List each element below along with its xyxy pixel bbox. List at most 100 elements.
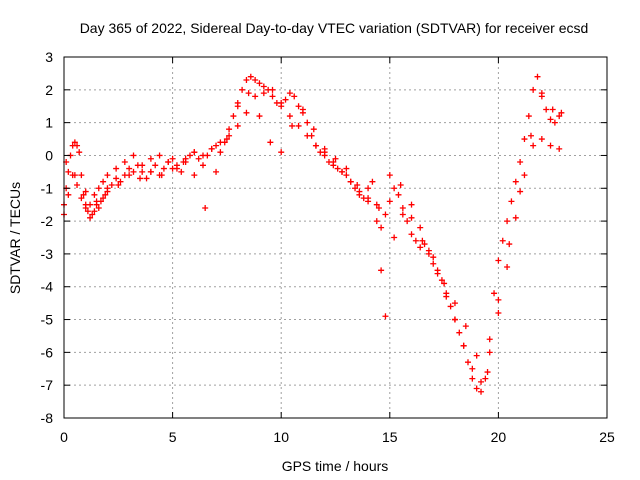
data-point [558, 109, 565, 116]
data-point [495, 296, 502, 303]
data-point [102, 191, 109, 198]
data-point [126, 172, 133, 179]
data-point [547, 142, 554, 149]
data-point [169, 165, 176, 172]
data-point [538, 136, 545, 143]
data-point [147, 155, 154, 162]
data-point [113, 165, 120, 172]
data-point [421, 241, 428, 248]
data-point [462, 323, 469, 330]
x-tick-label: 0 [60, 429, 68, 445]
data-point [417, 224, 424, 231]
data-point [87, 214, 94, 221]
data-point [286, 90, 293, 97]
data-point [304, 119, 311, 126]
data-point [382, 313, 389, 320]
data-point [260, 90, 267, 97]
data-point [223, 136, 230, 143]
x-tick-label: 5 [169, 429, 177, 445]
data-point [512, 178, 519, 185]
x-tick-label: 10 [273, 429, 289, 445]
x-axis-label: GPS time / hours [282, 458, 389, 474]
data-point [95, 204, 102, 211]
data-point [512, 214, 519, 221]
data-point [425, 247, 432, 254]
data-point [256, 80, 263, 87]
data-point [100, 178, 107, 185]
data-point [441, 280, 448, 287]
data-point [104, 172, 111, 179]
data-point [521, 172, 528, 179]
data-point [330, 159, 337, 166]
data-point [95, 185, 102, 192]
data-point [478, 388, 485, 395]
data-point [74, 181, 81, 188]
data-point [108, 181, 115, 188]
data-point [252, 93, 259, 100]
data-point [464, 359, 471, 366]
data-point [443, 293, 450, 300]
y-tick-label: -6 [41, 344, 54, 360]
data-point [473, 385, 480, 392]
data-point [447, 303, 454, 310]
data-point [482, 375, 489, 382]
data-point [354, 181, 361, 188]
data-point [484, 369, 491, 376]
data-point [217, 139, 224, 146]
data-point [74, 142, 81, 149]
data-point [78, 172, 85, 179]
data-point [200, 152, 207, 159]
data-point [78, 195, 85, 202]
data-point [269, 93, 276, 100]
data-point [130, 152, 137, 159]
data-point [121, 159, 128, 166]
data-point [299, 106, 306, 113]
data-point [89, 211, 96, 218]
data-point [356, 188, 363, 195]
data-point [312, 142, 319, 149]
data-point [230, 113, 237, 120]
data-point [469, 375, 476, 382]
data-point [252, 76, 259, 83]
data-point [373, 218, 380, 225]
data-point [100, 195, 107, 202]
data-point [504, 218, 511, 225]
data-point [286, 113, 293, 120]
data-point [404, 218, 411, 225]
data-point [486, 349, 493, 356]
data-point [508, 198, 515, 205]
data-point [530, 142, 537, 149]
data-point [408, 201, 415, 208]
data-point [365, 195, 372, 202]
series-1 [61, 73, 563, 395]
data-point [343, 172, 350, 179]
data-point [160, 165, 167, 172]
grid-lines [64, 57, 607, 418]
data-point [386, 198, 393, 205]
data-point [538, 90, 545, 97]
data-point [87, 201, 94, 208]
data-point [243, 76, 250, 83]
data-point [200, 162, 207, 169]
x-tick-label: 20 [491, 429, 507, 445]
data-point [382, 211, 389, 218]
data-point [82, 188, 89, 195]
data-point [247, 73, 254, 80]
data-point [71, 139, 78, 146]
data-point [419, 237, 426, 244]
data-point [391, 234, 398, 241]
data-point [93, 198, 100, 205]
data-point [213, 142, 220, 149]
data-point [499, 237, 506, 244]
data-point [378, 224, 385, 231]
data-point [71, 172, 78, 179]
data-point [397, 181, 404, 188]
data-point [451, 316, 458, 323]
data-point [169, 155, 176, 162]
data-point [460, 342, 467, 349]
data-point [130, 168, 137, 175]
data-point [378, 267, 385, 274]
data-point [267, 139, 274, 146]
data-point [115, 181, 122, 188]
